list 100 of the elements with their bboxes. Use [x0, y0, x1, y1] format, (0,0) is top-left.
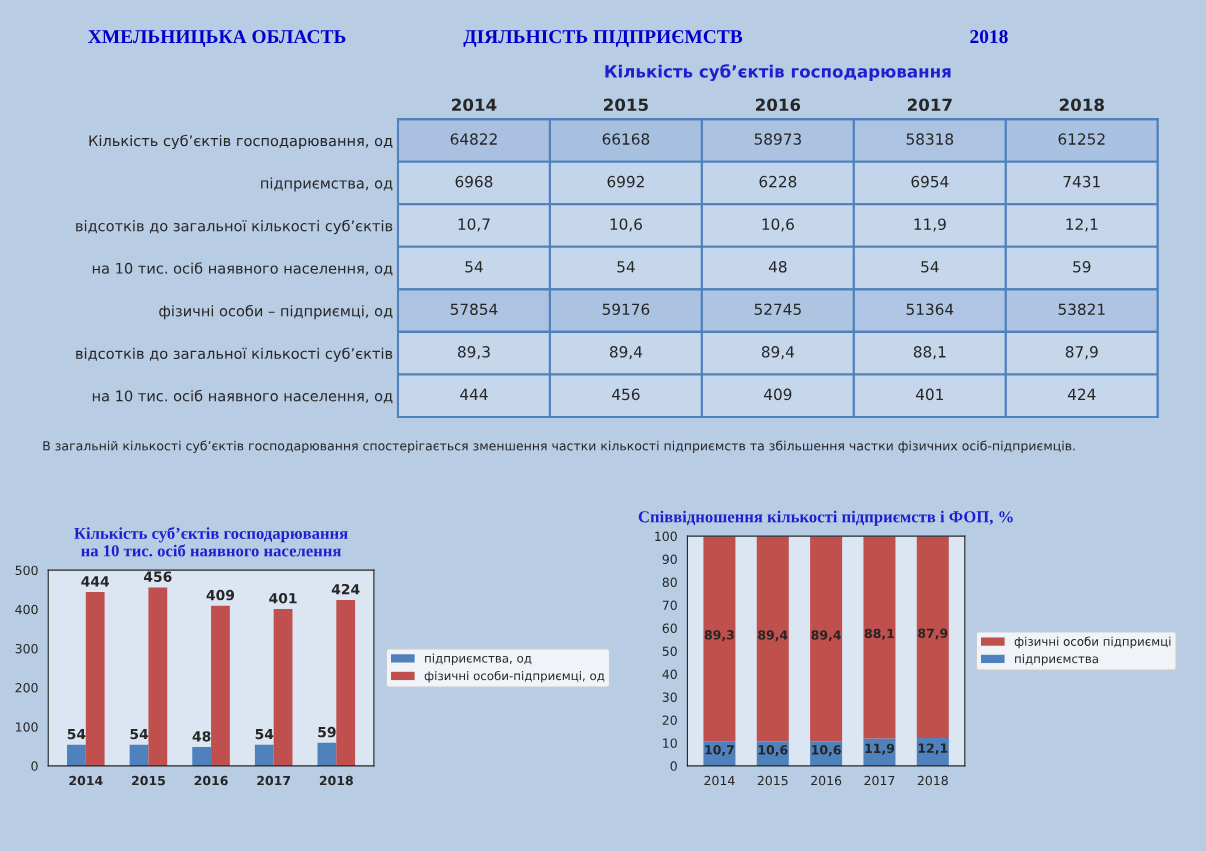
x-tick-label: 2016	[194, 775, 228, 786]
y-tick-label: 40	[662, 669, 677, 679]
x-tick-label: 2016	[755, 98, 801, 112]
data-label: 87,9	[918, 628, 948, 640]
legend-label: підприємства	[1015, 654, 1098, 666]
y-tick-label: відсотків до загальної кількості суб’єктів	[76, 347, 393, 362]
x-tick-label: 2017	[257, 775, 291, 786]
data-label: 54	[255, 728, 274, 740]
y-tick-label: 20	[662, 715, 677, 725]
data-label: 89,4	[758, 630, 788, 642]
data-label: 10,7	[705, 745, 734, 757]
data-label: 89,4	[761, 346, 795, 360]
x-tick-label: 2017	[907, 98, 952, 112]
data-label: 10,6	[762, 218, 794, 232]
bar	[703, 536, 736, 742]
chart-title: Кількість суб’єктів господарювання	[605, 64, 951, 82]
data-label: 54	[67, 728, 86, 740]
data-label: 10,6	[610, 218, 642, 232]
y-tick-label: відсотків до загальної кількості суб’єктів	[76, 219, 393, 235]
bar	[148, 587, 168, 766]
data-label: 10,7	[458, 218, 490, 232]
data-label: 456	[143, 571, 172, 582]
x-tick-label: 2014	[452, 98, 497, 112]
data-label: 409	[206, 589, 235, 601]
data-label: 87,9	[1065, 346, 1098, 360]
bar	[810, 536, 843, 742]
bar	[317, 742, 337, 766]
data-label: 61252	[1058, 133, 1105, 145]
chart-title: Кількість суб’єктів господарювання на 10 тис. осіб наявного населення	[74, 526, 348, 557]
y-tick-label: 80	[662, 577, 677, 588]
y-tick-label: 400	[15, 604, 38, 615]
data-label: 51364	[906, 303, 954, 316]
data-label: 12,1	[918, 743, 948, 755]
data-label: 54	[617, 261, 635, 273]
x-tick-label: 2016	[811, 775, 842, 786]
x-tick-label: 2014	[69, 775, 103, 786]
x-tick-label: 2018	[319, 775, 353, 786]
x-tick-label: 2018	[1059, 98, 1104, 112]
text: 2018	[970, 30, 1008, 44]
y-tick-label: 30	[662, 692, 677, 702]
legend-label: підприємства, од	[425, 653, 532, 665]
y-tick-label: 70	[662, 600, 677, 610]
data-label: 424	[1067, 388, 1096, 400]
data-label: 48	[768, 260, 787, 273]
bar	[211, 605, 230, 766]
y-tick-label: 100	[16, 722, 38, 732]
bar	[254, 744, 274, 766]
data-label: 6954	[911, 175, 949, 188]
y-tick-label: 200	[15, 683, 38, 693]
data-label: 89,3	[457, 346, 490, 360]
data-label: 58973	[754, 133, 801, 145]
data-label: 89,3	[704, 630, 734, 642]
data-label: 89,4	[811, 630, 841, 642]
data-label: 7431	[1063, 175, 1100, 188]
data-label: 6992	[607, 175, 644, 188]
data-label: 11,9	[914, 218, 946, 232]
x-tick-label: 2014	[704, 775, 735, 786]
bar	[67, 744, 86, 766]
y-tick-label: 0	[670, 761, 677, 771]
data-label: 59176	[602, 303, 650, 316]
y-tick-label: 500	[15, 565, 38, 576]
y-tick-label: 50	[662, 646, 677, 656]
data-label: 88,1	[864, 628, 895, 640]
y-tick-label: 10	[663, 738, 677, 748]
data-label: 53821	[1058, 303, 1105, 316]
data-label: 12,1	[1066, 218, 1098, 232]
data-label: 59	[318, 726, 336, 738]
data-label: 10,6	[758, 745, 788, 757]
data-label: 88,1	[913, 346, 946, 360]
bar	[85, 592, 105, 766]
text: ДІЯЛЬНІСТЬ ПІДПРИЄМСТВ	[463, 30, 743, 48]
x-tick-label: 2015	[604, 98, 648, 112]
x-tick-label: 2015	[757, 775, 788, 786]
y-tick-label: фізичні особи – підприємці, од	[159, 304, 393, 320]
x-tick-label: 2017	[864, 775, 895, 786]
y-tick-label: 60	[662, 623, 677, 633]
data-label: 10,6	[812, 745, 841, 757]
data-label: 59	[1073, 260, 1091, 273]
data-label: 456	[612, 388, 640, 401]
data-label: 6228	[759, 175, 797, 188]
data-label: 58318	[906, 133, 954, 145]
data-label: 52745	[754, 303, 801, 316]
x-tick-label: 2018	[917, 775, 948, 786]
data-label: 57854	[450, 303, 498, 316]
data-label: 409	[764, 388, 792, 401]
text: В загальній кількості суб’єктів господарювання спостерігається зменшення частки кількості підприємств та збільшення частки фізичних осіб-підприємців.	[43, 440, 1075, 453]
data-label: 54	[921, 261, 939, 273]
y-tick-label: на 10 тис. осіб наявного населення, од	[92, 262, 393, 276]
bar	[756, 536, 789, 742]
x-tick-label: 2015	[132, 775, 165, 786]
data-label: 54	[465, 261, 483, 273]
data-label: 401	[269, 592, 297, 604]
y-tick-label: 90	[662, 554, 677, 565]
bar	[336, 599, 356, 766]
data-label: 424	[331, 583, 360, 595]
bar	[192, 747, 212, 766]
data-label: 64822	[450, 133, 497, 145]
legend-label: фізичні особи-підприємці, од	[424, 670, 605, 683]
data-label: 66168	[602, 133, 650, 145]
y-tick-label: на 10 тис. осіб наявного населення, од	[92, 389, 393, 404]
